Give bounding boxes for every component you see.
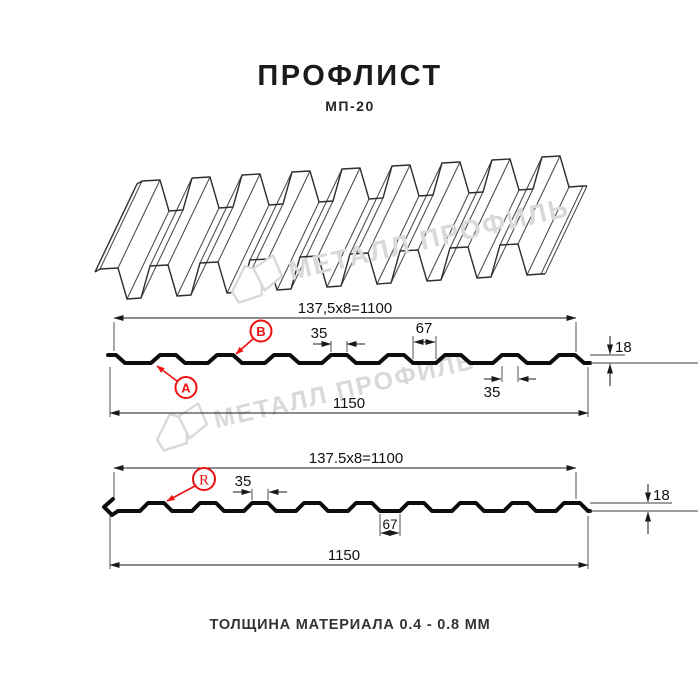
material-thickness-note: ТОЛЩИНА МАТЕРИАЛА 0.4 - 0.8 ММ [209,617,491,633]
back-edge-profile [141,155,587,212]
profile-3d-view [94,155,588,300]
label-leader-line [156,365,178,382]
label-leader-line [166,485,196,502]
brand-logo-icon [155,402,209,452]
label-circle [174,376,198,399]
label-b-text: B [256,324,265,339]
dim-pan-width: 67 [416,320,433,337]
label-r-text: R [199,473,209,489]
dim-overall-width: 1150 [328,547,360,564]
label-circle [249,319,273,343]
face-label-r: R [166,467,216,502]
label-a-text: A [181,381,191,396]
profile-outline [106,353,592,365]
profile-outline [102,497,592,517]
sheet-edge-thickness [94,180,143,273]
corrugation-lines [99,155,588,300]
front-edge-profile [99,243,545,300]
sheet-surface [100,156,587,299]
cross-section-1: 137,5x8=1100 35 67 18 [106,300,698,417]
dim-coverage-width: 137,5x8=1100 [298,300,392,317]
dim-pan-width: 67 [382,517,397,532]
cross-section-2: 137.5x8=1100 35 67 18 11 [102,450,698,569]
dim-crest-top: 35 [235,473,252,490]
face-label-b: B [235,319,273,355]
product-model: МП-20 [325,98,375,114]
dim-coverage-width: 137.5x8=1100 [309,450,403,467]
dim-crest-bottom: 35 [484,384,501,401]
label-leader-line [235,337,255,355]
dim-crest-top: 35 [311,325,328,342]
dim-height: 18 [653,487,670,504]
dim-height: 18 [615,339,632,356]
face-label-a: A [156,365,198,399]
label-circle [192,467,216,491]
dim-overall-width: 1150 [333,395,365,412]
brand-logo-icon [230,254,284,304]
watermark-lower: МЕТАЛЛ ПРОФИЛЬ [155,346,479,452]
page-title: ПРОФЛИСТ [257,60,443,92]
